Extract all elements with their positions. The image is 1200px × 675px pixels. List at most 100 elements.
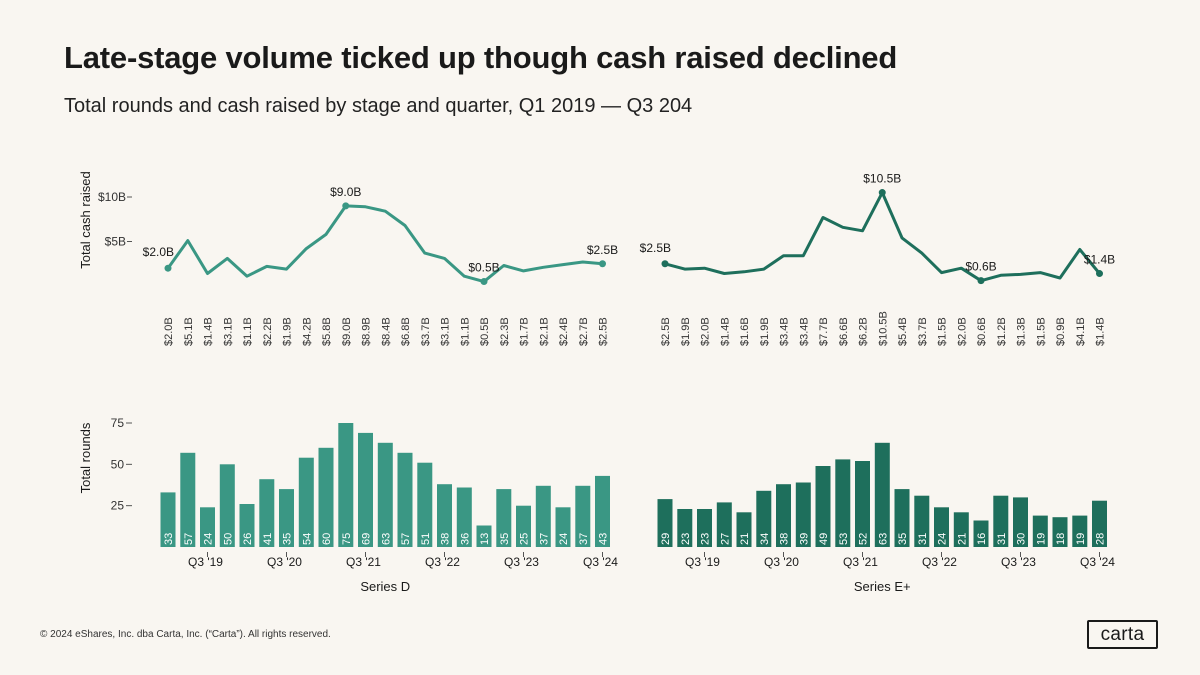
- series-d-rounds-value-label: 35: [499, 533, 511, 545]
- series-d-rounds-value-label: 69: [361, 533, 373, 545]
- series-e-cash-value-label: $2.5B: [660, 317, 672, 346]
- chart-subtitle: Total rounds and cash raised by stage an…: [64, 95, 693, 117]
- series-e-cash-point: [977, 277, 985, 285]
- series-e-rounds-value-label: 21: [739, 533, 751, 545]
- series-e-x-tick-label: Q3 '19: [685, 555, 720, 569]
- series-e-cash-value-label: $1.5B: [937, 317, 949, 346]
- series-d-rounds-value-label: 26: [242, 533, 254, 545]
- series-d-cash-value-label: $3.1B: [222, 317, 234, 346]
- series-d-rounds-bar: [279, 489, 294, 547]
- series-e-rounds-value-label: 35: [897, 533, 909, 545]
- series-e-rounds-value-label: 19: [1075, 533, 1087, 545]
- series-d-cash-value-label: $3.7B: [420, 317, 432, 346]
- series-e-rounds-value-label: 23: [700, 533, 712, 545]
- series-d-x-tick-label: Q3 '21: [346, 555, 381, 569]
- series-e-cash-value-label: $0.6B: [976, 317, 988, 346]
- series-d-cash-value-label: $2.3B: [499, 317, 511, 346]
- series-d-x-tick-label: Q3 '22: [425, 555, 460, 569]
- series-e-panel-label: Series E+: [854, 579, 911, 594]
- series-d-cash-value-label: $8.9B: [361, 317, 373, 346]
- series-e-cash-point: [661, 260, 669, 268]
- series-d-cash-value-label: $6.8B: [400, 317, 412, 346]
- series-e-rounds-bar: [756, 490, 772, 547]
- series-d-rounds-bar: [476, 525, 492, 547]
- series-e-rounds-bar: [953, 512, 969, 547]
- series-d-rounds-bar: [397, 452, 413, 547]
- series-e-rounds-bar: [874, 442, 890, 547]
- series-d-cash-value-label: $2.0B: [163, 317, 175, 346]
- series-e-rounds-value-label: 53: [838, 533, 850, 545]
- series-e-rounds-value-label: 31: [917, 533, 929, 545]
- series-d-rounds-value-label: 43: [598, 533, 610, 545]
- series-d-cash-annotation: $9.0B: [330, 185, 361, 199]
- series-e-rounds-value-label: 38: [779, 533, 791, 545]
- series-d-rounds-bar: [180, 452, 196, 547]
- series-d-rounds-value-label: 36: [459, 533, 471, 545]
- series-e-rounds-bar: [1072, 515, 1088, 547]
- series-e-rounds-value-label: 18: [1055, 533, 1067, 545]
- series-e-x-tick-label: Q3 '24: [1080, 555, 1115, 569]
- series-d-rounds-value-label: 38: [440, 533, 452, 545]
- series-e-cash-value-label: $0.9B: [1055, 317, 1067, 346]
- series-e-cash-value-label: $1.4B: [1095, 317, 1107, 346]
- series-d-rounds-value-label: 50: [222, 533, 234, 545]
- series-e-rounds-bar: [1052, 517, 1068, 547]
- series-e-cash-value-label: $2.0B: [700, 317, 712, 346]
- series-e-rounds-bar: [855, 461, 870, 547]
- series-d-cash-line: [166, 204, 603, 284]
- series-e-x-tick-label: Q3 '21: [843, 555, 878, 569]
- series-e-rounds-bar: [657, 499, 673, 547]
- series-d-x-tick-label: Q3 '20: [267, 555, 302, 569]
- series-e-cash-value-label: $4.1B: [1075, 317, 1087, 346]
- series-e-rounds-value-label: 28: [1095, 533, 1107, 545]
- series-e-rounds-value-label: 52: [858, 533, 870, 545]
- series-d-x-tick-label: Q3 '24: [583, 555, 618, 569]
- series-d-rounds-bar: [496, 489, 512, 547]
- series-d-cash-point: [164, 264, 172, 272]
- series-e-cash-annotation: $2.5B: [640, 241, 671, 255]
- series-e-rounds-bar: [894, 489, 910, 547]
- series-e-rounds-bar: [697, 509, 712, 547]
- series-e-rounds-value-label: 30: [1016, 533, 1028, 545]
- series-d-cash-value-label: $5.1B: [183, 317, 195, 346]
- series-e-cash-value-label: $2.0B: [956, 317, 968, 346]
- series-e-cash-value-label: $3.4B: [779, 317, 791, 346]
- series-d-cash-value-label: $2.5B: [598, 317, 610, 346]
- series-e-rounds-bar: [1013, 497, 1028, 547]
- copyright-footer: © 2024 eShares, Inc. dba Carta, Inc. (“C…: [40, 629, 331, 640]
- series-e-x-tick-label: Q3 '22: [922, 555, 957, 569]
- series-e-x-tick-label: Q3 '23: [1001, 555, 1036, 569]
- series-d-cash-point: [599, 260, 606, 268]
- series-d-rounds-bar: [535, 485, 551, 547]
- series-d-rounds-bar: [575, 485, 591, 547]
- series-d-cash-value-label: $2.2B: [262, 317, 274, 346]
- series-e-rounds-bar: [736, 512, 752, 547]
- series-e-cash-value-label: $1.5B: [1035, 317, 1047, 346]
- series-e-rounds-bar: [1032, 515, 1048, 547]
- series-e-rounds-value-label: 16: [976, 533, 988, 545]
- series-d-rounds-value-label: 24: [558, 533, 570, 545]
- series-e-x-tick-label: Q3 '20: [764, 555, 799, 569]
- series-d-rounds-value-label: 37: [538, 533, 550, 545]
- series-d-cash-value-label: $4.2B: [301, 317, 313, 346]
- series-d-cash-value-label: $2.4B: [558, 317, 570, 346]
- series-d-rounds-value-label: 57: [400, 533, 412, 545]
- series-d-x-tick-label: Q3 '19: [188, 555, 223, 569]
- series-d-cash-annotation: $0.5B: [468, 261, 499, 275]
- series-e-rounds-value-label: 19: [1035, 533, 1047, 545]
- series-d-rounds-bar: [338, 423, 354, 547]
- series-d-rounds-bar: [377, 442, 393, 547]
- series-e-cash-value-label: $1.6B: [739, 317, 751, 346]
- series-d-rounds-value-label: 60: [321, 533, 333, 545]
- series-d-rounds-value-label: 57: [183, 533, 195, 545]
- carta-logo: carta: [1087, 620, 1158, 649]
- series-d-cash-value-label: $1.7B: [519, 317, 531, 346]
- series-e-rounds-bar: [973, 520, 989, 547]
- series-e-rounds-value-label: 63: [877, 533, 889, 545]
- series-d-cash-point: [480, 278, 488, 286]
- series-d-rounds-value-label: 37: [578, 533, 590, 545]
- series-e-cash-annotation: $0.6B: [965, 260, 996, 274]
- chart-title: Late-stage volume ticked up though cash …: [64, 40, 898, 75]
- series-e-rounds-value-label: 34: [759, 533, 771, 545]
- series-e-rounds-bar: [716, 502, 732, 547]
